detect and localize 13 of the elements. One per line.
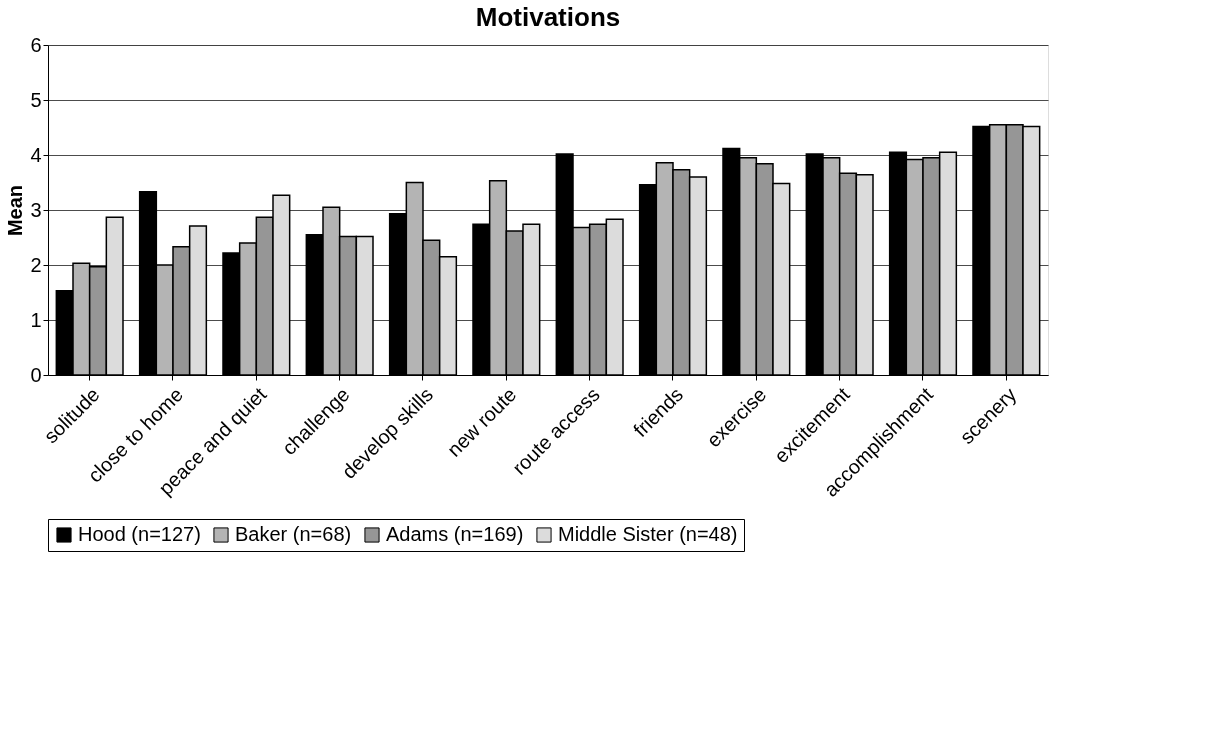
legend-label: Middle Sister (n=48)	[558, 523, 738, 545]
y-tick-label: 3	[30, 198, 42, 221]
legend-label: Adams (n=169)	[386, 523, 524, 545]
y-tick-label: 0	[30, 363, 42, 386]
y-axis-title: Mean	[4, 184, 27, 237]
chart-title: Motivations	[475, 2, 621, 32]
y-tick-label: 4	[30, 143, 42, 166]
y-tick-label: 5	[30, 88, 42, 111]
y-tick-label: 2	[30, 253, 42, 276]
legend-label: Hood (n=127)	[78, 523, 201, 545]
y-tick-label: 6	[30, 33, 42, 56]
legend-label: Baker (n=68)	[235, 523, 352, 545]
y-tick-label: 1	[30, 308, 42, 331]
